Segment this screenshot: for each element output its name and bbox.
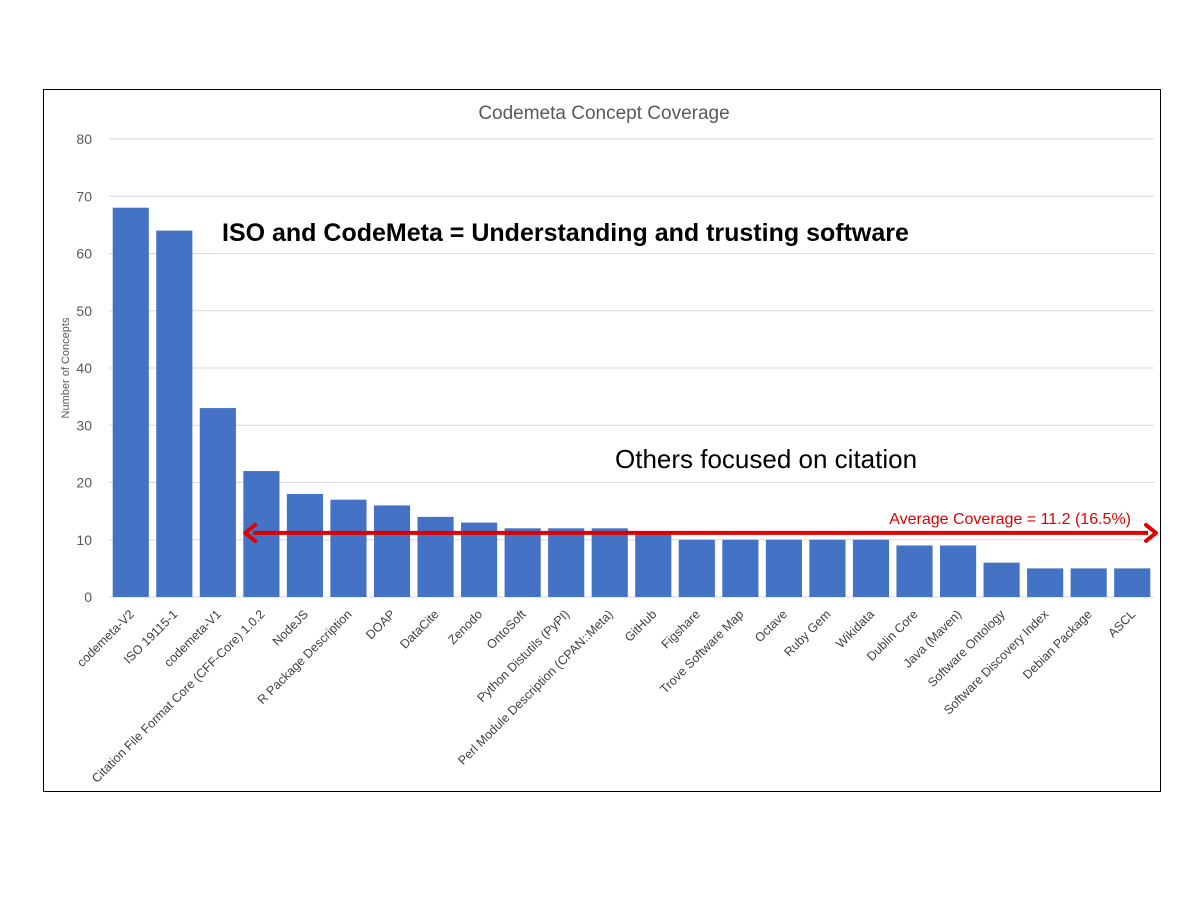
bar — [1114, 568, 1151, 597]
bar — [330, 499, 367, 597]
bar — [199, 408, 236, 597]
chart-frame: 0 10 20 30 40 50 60 70 80 codemeta-V2 ISO 19115-1… — [43, 89, 1161, 792]
y-tick-label: 30 — [76, 417, 92, 433]
bar — [1070, 568, 1107, 597]
x-tick-label: Zenodo — [445, 607, 485, 647]
bar — [635, 534, 672, 597]
y-tick-label: 40 — [76, 360, 92, 376]
annotation-citation: Others focused on citation — [615, 444, 917, 474]
average-coverage-arrow — [243, 522, 1158, 543]
annotation-iso-codemeta: ISO and CodeMeta = Understanding and tru… — [222, 219, 909, 247]
y-tick-label: 70 — [76, 188, 92, 204]
annotation-average-coverage: Average Coverage = 11.2 (16.5%) — [889, 511, 1131, 528]
bar — [722, 539, 759, 597]
y-tick-label: 20 — [76, 475, 92, 491]
arrowhead-right — [1144, 522, 1158, 543]
bar — [373, 505, 411, 597]
bar — [591, 528, 628, 597]
y-tick-label: 10 — [76, 532, 92, 548]
chart-title: Codemeta Concept Coverage — [478, 103, 729, 124]
bar — [461, 522, 498, 597]
y-axis-label: Number of Concepts — [60, 317, 72, 418]
x-tick-label: Wikidata — [833, 607, 877, 651]
bar — [1027, 568, 1064, 597]
x-tick-label: OntoSoft — [484, 607, 529, 652]
x-tick-label: DataCite — [397, 607, 441, 651]
bar — [548, 528, 585, 597]
y-tick-label: 80 — [76, 131, 92, 147]
y-tick-label: 60 — [76, 246, 92, 262]
bar — [504, 528, 541, 597]
bar — [417, 516, 454, 597]
bar — [765, 539, 802, 597]
bar — [896, 545, 933, 597]
x-tick-label: Software Ontology — [925, 607, 1008, 690]
x-tick-label: Trove Software Map — [657, 607, 746, 696]
y-axis-ticks: 0 10 20 30 40 50 60 70 80 — [76, 131, 92, 605]
bar — [112, 207, 149, 597]
bar — [983, 562, 1020, 597]
gridlines — [109, 138, 1154, 598]
x-tick-label: DOAP — [363, 607, 398, 642]
x-tick-label: GitHub — [622, 607, 659, 644]
bar — [852, 539, 890, 597]
bars — [112, 207, 1151, 597]
bar — [939, 545, 977, 597]
x-tick-label: Octave — [752, 607, 790, 645]
x-tick-label: Figshare — [659, 607, 703, 651]
x-tick-label: ASCL — [1105, 607, 1138, 640]
x-tick-label: Ruby Gem — [781, 607, 833, 659]
bar — [809, 539, 846, 597]
x-tick-label: Perl Module Description (CPAN::Meta) — [455, 607, 616, 768]
arrowhead-left — [243, 522, 258, 543]
y-tick-label: 50 — [76, 303, 92, 319]
x-tick-label: NodeJS — [270, 607, 311, 648]
bar — [286, 493, 324, 597]
bar — [678, 539, 715, 597]
bar — [156, 230, 193, 597]
y-tick-label: 0 — [84, 589, 92, 605]
